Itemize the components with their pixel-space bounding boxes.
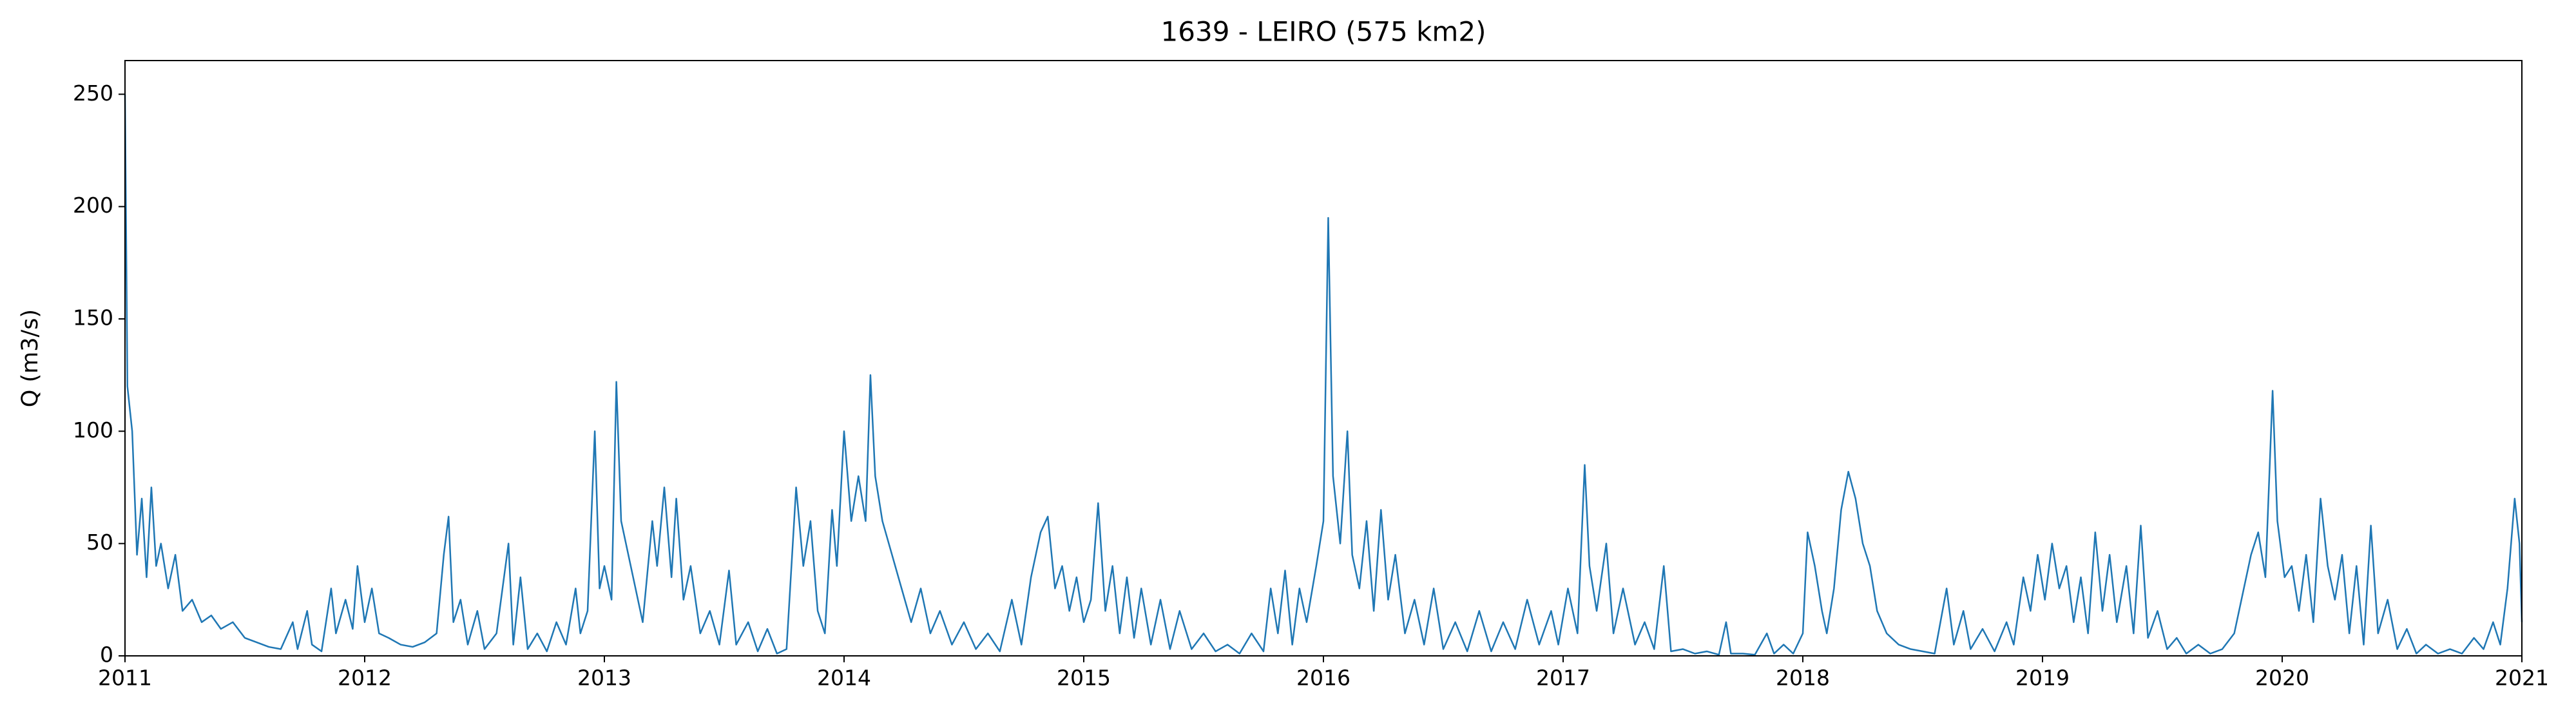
y-tick-label: 50 (86, 530, 113, 555)
y-tick-label: 150 (73, 305, 113, 330)
x-tick-label: 2012 (338, 666, 392, 691)
y-axis-label: Q (m3/s) (17, 309, 43, 407)
x-tick-label: 2021 (2495, 666, 2549, 691)
plot-frame (124, 60, 2523, 657)
x-tick-label: 2013 (577, 666, 631, 691)
x-tick-label: 2020 (2255, 666, 2309, 691)
x-tick-label: 2011 (98, 666, 152, 691)
line (124, 94, 2523, 656)
y-tick-label: 200 (73, 193, 113, 218)
x-tick-label: 2016 (1296, 666, 1350, 691)
x-tick-label: 2019 (2015, 666, 2070, 691)
y-tick-label: 100 (73, 417, 113, 443)
chart-title: 1639 - LEIRO (575 km2) (1161, 16, 1486, 48)
y-tick-label: 0 (100, 642, 113, 667)
y-tick-label: 250 (73, 81, 113, 106)
x-tick-label: 2017 (1536, 666, 1590, 691)
x-tick-label: 2014 (817, 666, 871, 691)
x-tick-label: 2015 (1057, 666, 1111, 691)
x-tick-label: 2018 (1776, 666, 1830, 691)
